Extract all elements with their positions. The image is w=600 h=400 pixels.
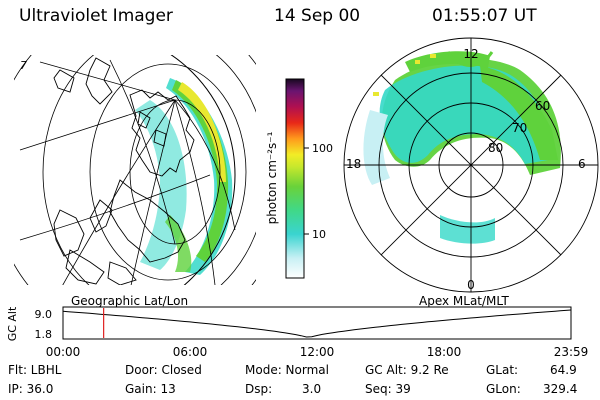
filter-info: Flt: LBHL <box>8 363 62 377</box>
colorbar-tick-label-100: 100 <box>312 142 333 155</box>
ip-info: IP: 36.0 <box>8 382 54 396</box>
polar-grid <box>343 37 599 293</box>
timeline-ytick-9: 9.0 <box>35 308 53 321</box>
polar-plot-panel: 12 18 6 0 60 70 80 <box>343 37 599 293</box>
timeline-xtick-2359: 23:59 <box>554 345 589 359</box>
mlt-label-12: 12 <box>463 47 478 61</box>
door-info: Door: Closed <box>125 363 202 377</box>
geographic-map-panel <box>14 55 256 285</box>
right-panel-label: Apex MLat/MLT <box>419 294 509 308</box>
colorbar-gradient <box>285 78 305 279</box>
colorbar-tick-label-10: 10 <box>312 228 326 241</box>
gain-info: Gain: 13 <box>125 382 176 396</box>
mlat-label-60: 60 <box>535 99 550 113</box>
colorbar: 100 10 photon cm⁻²s⁻¹ <box>265 78 333 279</box>
glat-value: 64.9 <box>550 363 577 377</box>
timeline-xtick-0000: 00:00 <box>46 345 81 359</box>
dsp-value: 3.0 <box>302 382 322 396</box>
mlt-label-6: 6 <box>578 157 586 171</box>
latitude-grid <box>14 55 256 285</box>
dsp-label: Dsp: <box>245 382 273 396</box>
left-panel-label: Geographic Lat/Lon <box>71 294 188 308</box>
date-label: 14 Sep 00 <box>274 6 361 26</box>
mlat-label-80: 80 <box>488 141 503 155</box>
timeline-frame <box>62 306 572 340</box>
seq-info: Seq: 39 <box>365 382 411 396</box>
mlt-label-0: 0 <box>467 278 475 292</box>
time-label: 01:55:07 UT <box>432 6 537 26</box>
timeline-xtick-0600: 06:00 <box>173 345 208 359</box>
earth-limb <box>170 55 236 285</box>
gc-alt-info: GC Alt: 9.2 Re <box>365 363 449 377</box>
colorbar-unit-label: photon cm⁻²s⁻¹ <box>265 131 279 224</box>
glon-value: 329.4 <box>543 382 578 396</box>
glat-label: GLat: <box>486 363 519 377</box>
timeline-xtick-1800: 18:00 <box>427 345 462 359</box>
instrument-title: Ultraviolet Imager <box>19 6 173 26</box>
timeline-xtick-1200: 12:00 <box>300 345 335 359</box>
timeline-ylabel: GC Alt <box>6 306 19 341</box>
mlat-label-70: 70 <box>512 121 527 135</box>
timeline-ytick-1-8: 1.8 <box>35 328 53 341</box>
mlt-label-18: 18 <box>346 157 361 171</box>
orbit-altitude-curve <box>62 309 572 338</box>
longitude-grid <box>19 59 236 285</box>
altitude-timeline: 9.0 1.8 GC Alt 00:00 06:00 12:00 18:00 2… <box>6 306 588 359</box>
left-corner-mark: 7 <box>20 59 27 72</box>
aurora-emission-right <box>363 51 561 244</box>
glon-label: GLon: <box>486 382 521 396</box>
coastlines <box>53 57 195 285</box>
mode-info: Mode: Normal <box>245 363 329 377</box>
